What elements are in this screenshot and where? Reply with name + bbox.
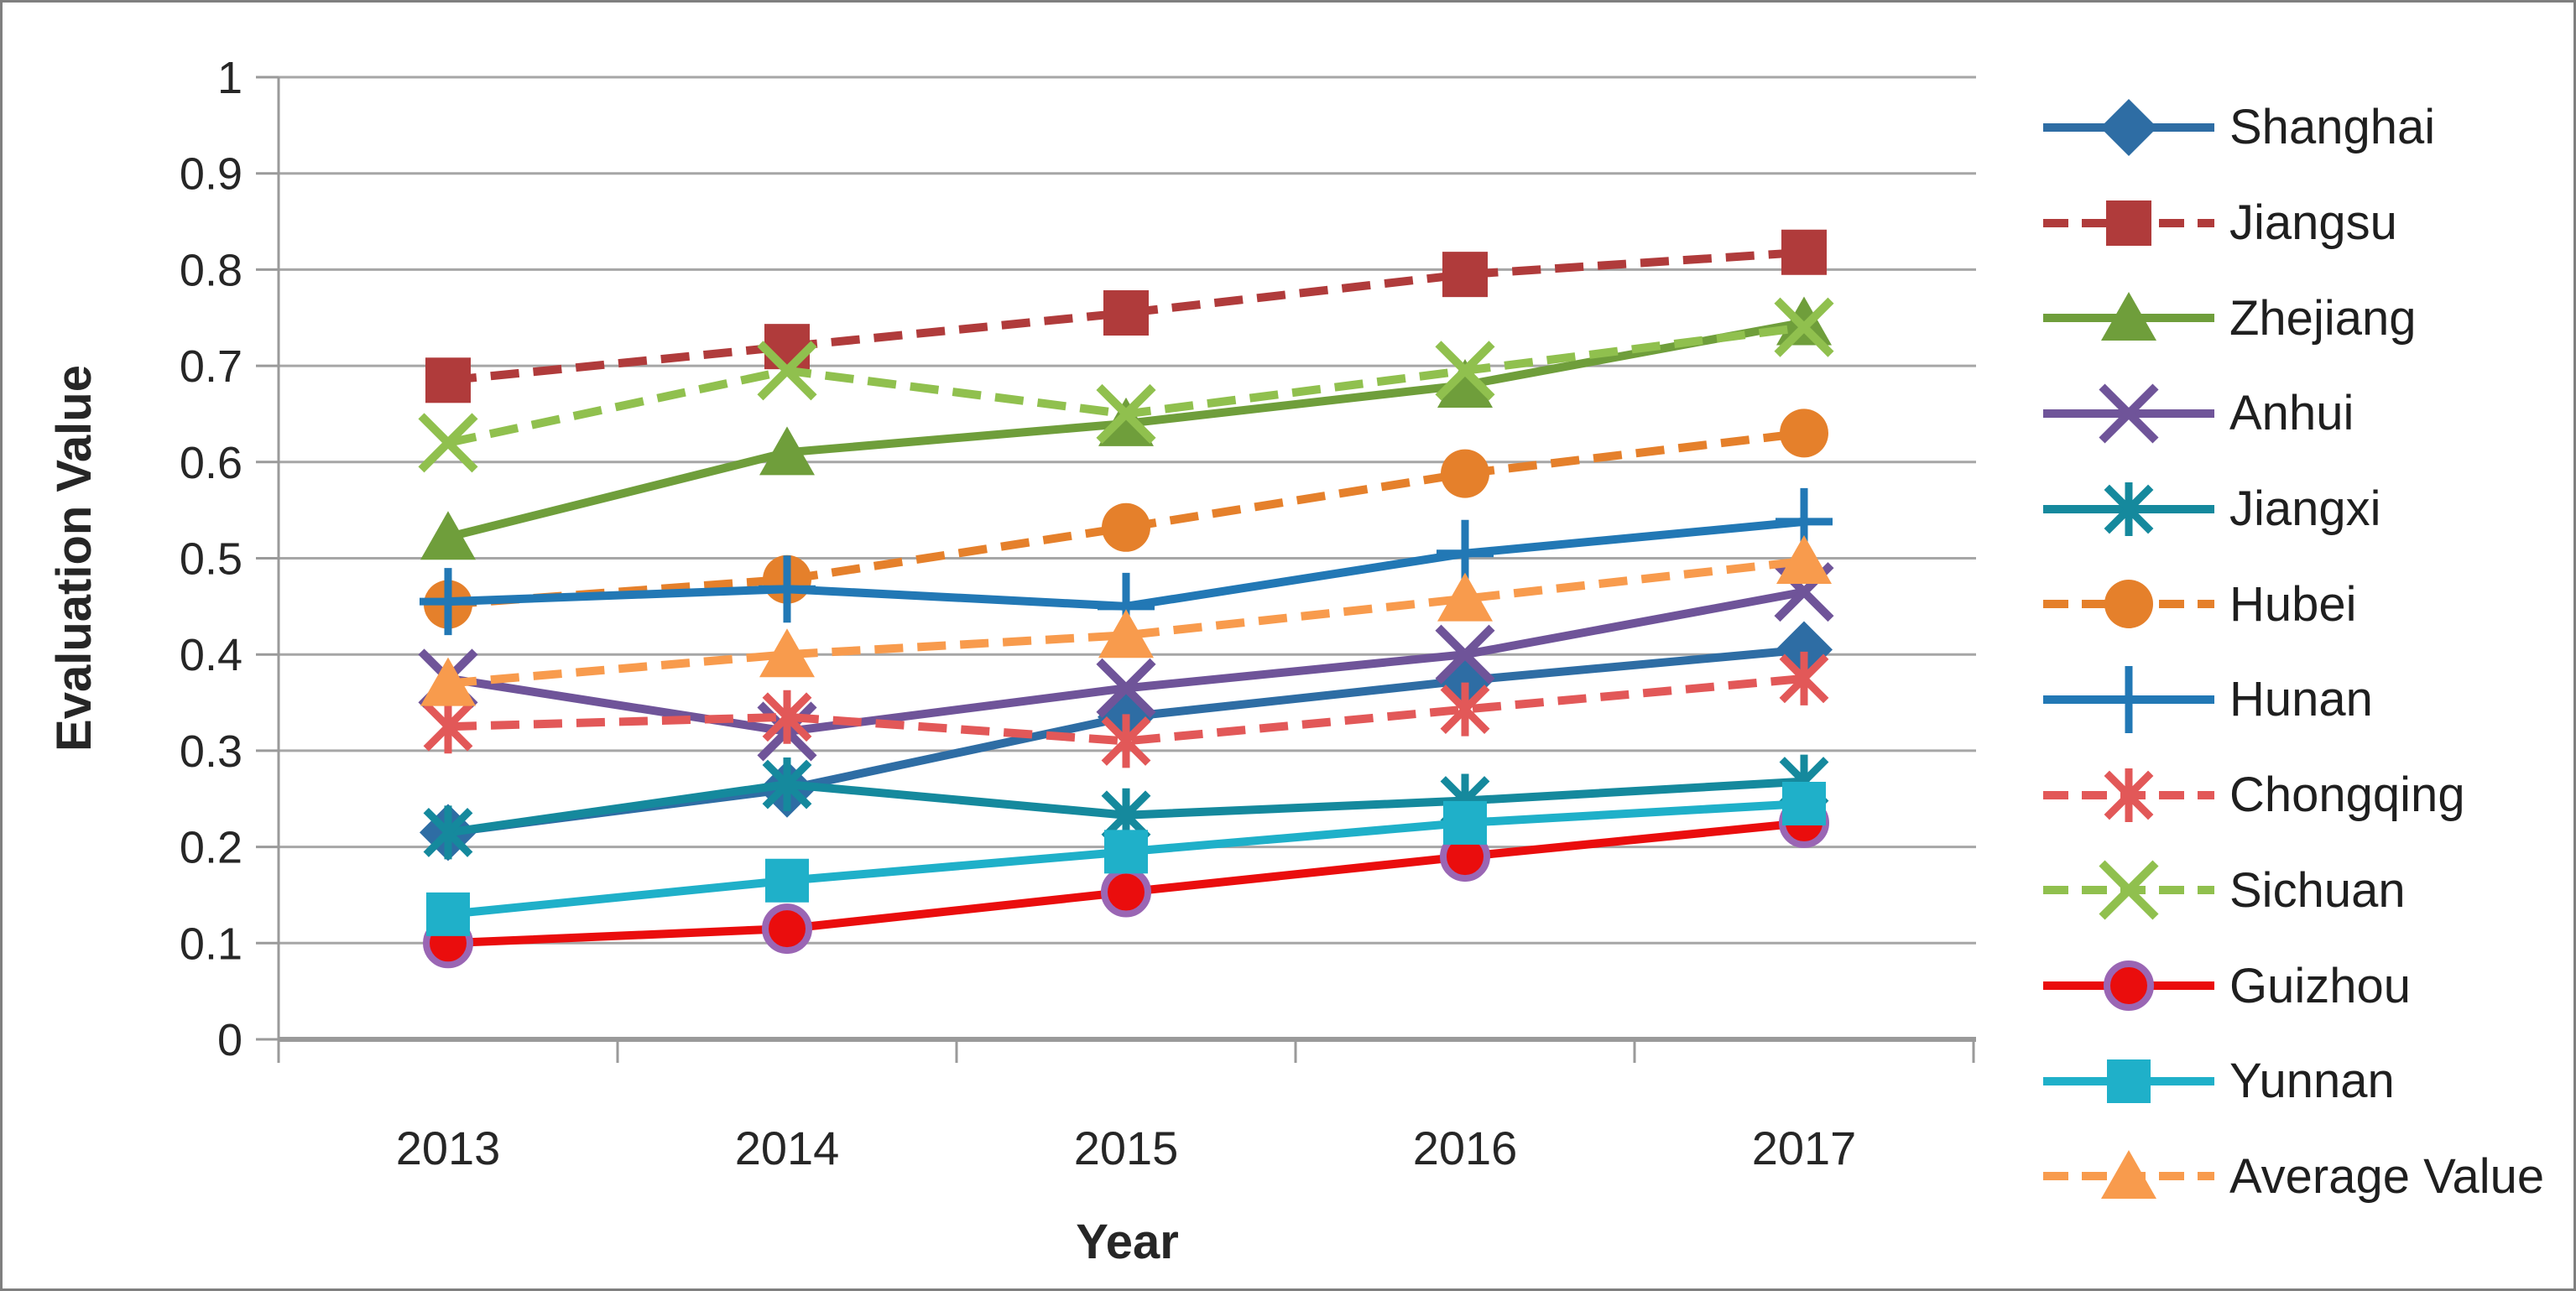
series-line xyxy=(447,247,1805,385)
legend-item-zhejiang: Zhejiang xyxy=(2040,270,2568,366)
legend-sample-plus xyxy=(2043,665,2214,733)
x-tick-label: 2014 xyxy=(735,1122,840,1174)
legend-item-chongqing: Chongqing xyxy=(2040,747,2568,843)
legend-label: Jiangxi xyxy=(2229,482,2381,537)
y-tick-label: 0.7 xyxy=(180,341,242,392)
legend-sample-triangle xyxy=(2043,1150,2214,1200)
y-tick-label: 0.1 xyxy=(180,919,242,969)
line-chart: 0 0.1 0.2 0.3 0.4 0.5 0.6 0.7 0.8 0.9 1 2013 2014 201… xyxy=(47,53,1976,1269)
y-tick-label: 0.9 xyxy=(180,149,242,200)
series-jiangsu xyxy=(425,229,1827,403)
series-line xyxy=(447,429,1805,609)
legend-item-guizhou: Guizhou xyxy=(2040,938,2568,1033)
legend-item-jiangxi: Jiangxi xyxy=(2040,461,2568,557)
y-tick-label: 0.6 xyxy=(180,438,242,488)
legend-item-anhui: Anhui xyxy=(2040,366,2568,461)
legend-item-jiangsu: Jiangsu xyxy=(2040,175,2568,271)
legend-label: Shanghai xyxy=(2229,100,2436,155)
legend-item-shanghai: Shanghai xyxy=(2040,80,2568,175)
legend-item-average-value: Average Value xyxy=(2040,1129,2568,1225)
series-jiangxi xyxy=(423,754,1829,860)
legend-sample-asterisk xyxy=(2043,482,2214,536)
series-hubei xyxy=(424,409,1828,629)
legend-label: Yunnan xyxy=(2229,1054,2395,1109)
legend-sample-circle xyxy=(2043,580,2214,629)
y-tick-label: 0.3 xyxy=(180,726,242,777)
legend-label: Hunan xyxy=(2229,672,2373,727)
series-hunan xyxy=(420,487,1833,640)
legend-sample-square xyxy=(2043,1059,2214,1103)
legend-sample-circle-ring xyxy=(2043,960,2214,1012)
series-sichuan xyxy=(418,297,1834,473)
y-axis-title: Evaluation Value xyxy=(47,365,102,752)
legend-label: Anhui xyxy=(2229,386,2354,441)
legend-label: Chongqing xyxy=(2229,768,2465,823)
y-tick-label: 0.2 xyxy=(180,823,242,873)
legend-sample-diamond xyxy=(2043,98,2214,156)
x-axis-title: Year xyxy=(1076,1215,1179,1269)
y-tick-label: 1 xyxy=(217,53,242,103)
series-average-value xyxy=(420,534,1832,706)
legend-item-hubei: Hubei xyxy=(2040,556,2568,652)
x-tick-label: 2016 xyxy=(1413,1122,1518,1174)
legend-sample-x xyxy=(2043,860,2214,920)
x-tick-label: 2013 xyxy=(396,1122,501,1174)
legend-sample-triangle xyxy=(2043,292,2214,341)
x-tick-label: 2017 xyxy=(1752,1122,1857,1174)
legend-label: Zhejiang xyxy=(2229,290,2417,346)
series-line xyxy=(447,674,1805,746)
x-tick-label: 2015 xyxy=(1074,1122,1179,1174)
legend-item-hunan: Hunan xyxy=(2040,652,2568,747)
series-chongqing xyxy=(423,651,1829,768)
legend-sample-x xyxy=(2043,383,2214,444)
y-tick-label: 0.5 xyxy=(180,534,242,585)
legend-label: Average Value xyxy=(2229,1148,2545,1204)
legend-sample-square xyxy=(2043,200,2214,246)
legend-item-yunnan: Yunnan xyxy=(2040,1033,2568,1129)
series-yunnan xyxy=(426,781,1826,936)
legend-label: Hubei xyxy=(2229,576,2357,632)
y-tick-label: 0.8 xyxy=(180,245,242,295)
y-tick-label: 0 xyxy=(217,1015,242,1065)
series-zhejiang xyxy=(420,296,1832,560)
legend-label: Guizhou xyxy=(2229,958,2412,1013)
y-tick-label: 0.4 xyxy=(180,630,242,680)
series-line xyxy=(447,556,1805,688)
legend-label: Jiangsu xyxy=(2229,195,2397,251)
legend-sample-asterisk xyxy=(2043,768,2214,822)
legend-item-sichuan: Sichuan xyxy=(2040,843,2568,939)
chart-legend: Shanghai Jiangsu Zhejiang Anhui Jiangxi Hubei… xyxy=(2040,80,2568,1224)
legend-label: Sichuan xyxy=(2229,862,2406,918)
